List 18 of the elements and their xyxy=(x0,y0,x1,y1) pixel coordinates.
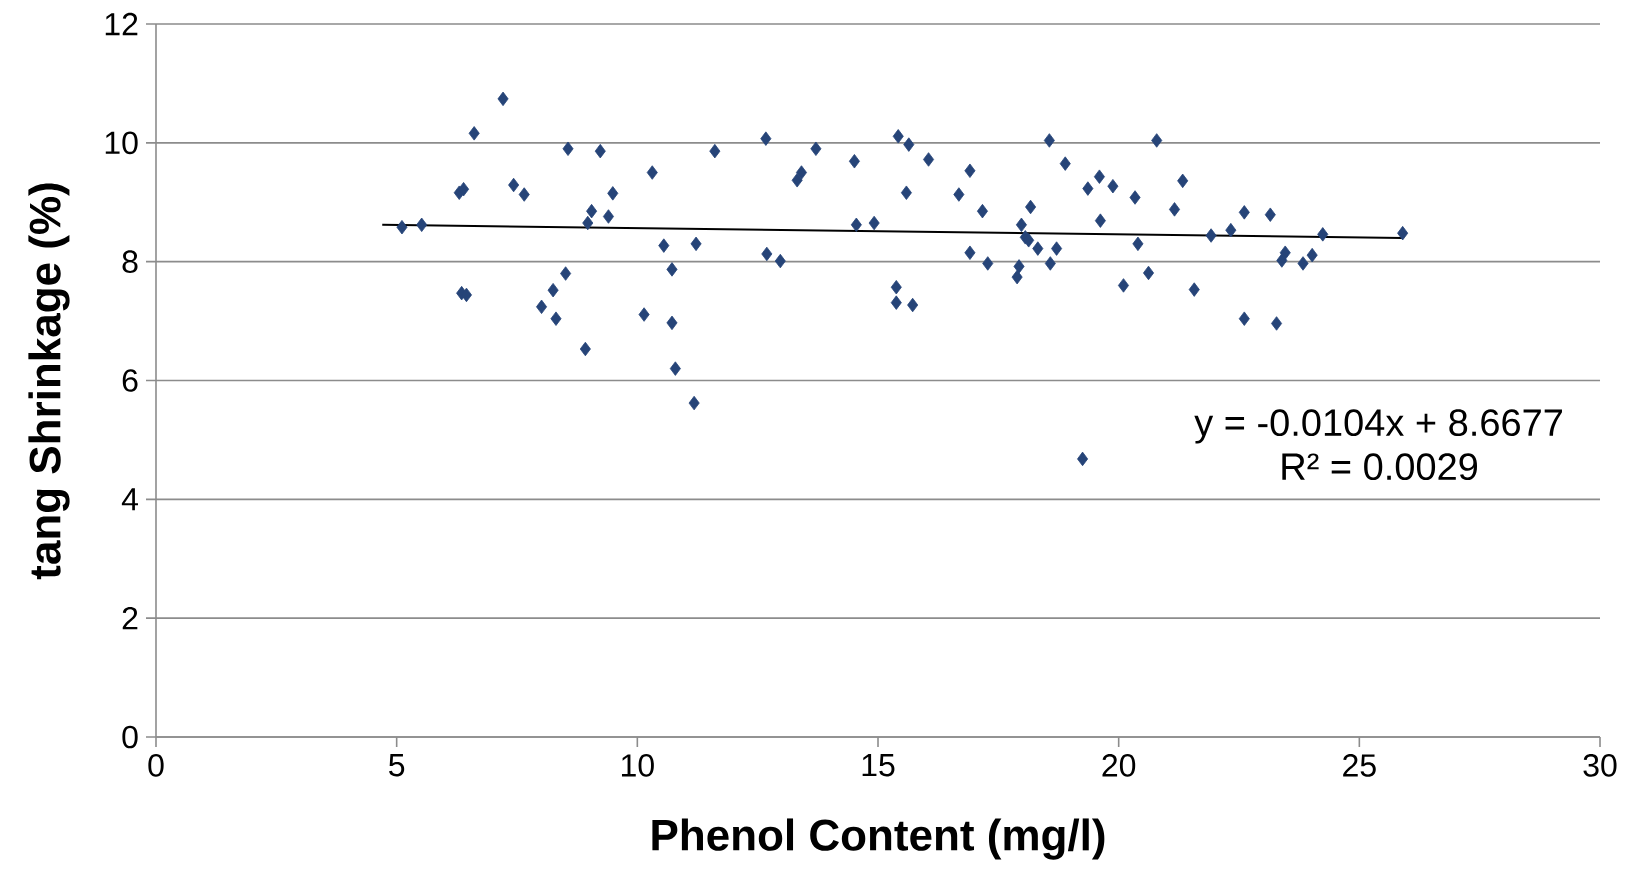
x-tick-label: 25 xyxy=(1343,754,1376,777)
x-tick-label: 5 xyxy=(389,754,405,777)
x-tick-label: 20 xyxy=(1102,754,1136,777)
x-tick-label: 30 xyxy=(1583,754,1617,777)
x-tick-label: 0 xyxy=(148,754,164,777)
y-axis-title: tang Shrinkage (%) xyxy=(28,183,70,580)
annotation: R² = 0.0029 xyxy=(1282,453,1478,481)
y-tick-label: 2 xyxy=(122,607,138,630)
y-tick-label: 12 xyxy=(105,12,138,36)
annotation: y = -0.0104x + 8.6677 xyxy=(1194,409,1562,444)
x-tick-label: 15 xyxy=(862,754,895,777)
y-tick-label: 4 xyxy=(121,488,138,511)
y-tick-label: 0 xyxy=(122,725,138,749)
y-tick-label: 6 xyxy=(122,369,138,392)
x-tick-label: 10 xyxy=(621,754,654,777)
y-tick-label: 10 xyxy=(105,131,138,155)
y-tick-label: 8 xyxy=(122,250,138,273)
x-axis-title: Phenol Content (mg/l) xyxy=(652,818,1105,860)
